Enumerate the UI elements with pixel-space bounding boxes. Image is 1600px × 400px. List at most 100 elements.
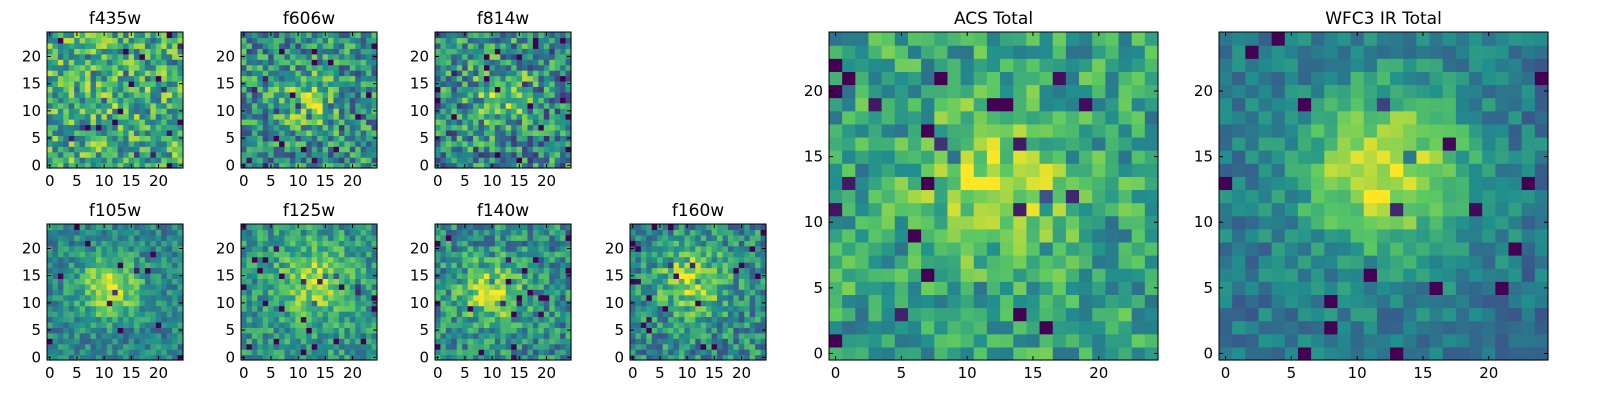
heatmap-cell — [155, 135, 162, 142]
heatmap-cell — [257, 294, 264, 301]
heatmap-cell — [355, 53, 362, 60]
heatmap-cell — [311, 240, 318, 247]
heatmap-cell — [246, 135, 253, 142]
heatmap-cell — [246, 108, 253, 115]
heatmap-cell — [344, 272, 351, 279]
heatmap-cell — [306, 162, 313, 169]
heatmap-cell — [842, 163, 856, 177]
heatmap-cell — [371, 86, 378, 93]
heatmap-cell — [473, 343, 480, 350]
heatmap-cell — [440, 124, 447, 131]
heatmap-cell — [268, 294, 275, 301]
heatmap-cell — [717, 240, 724, 247]
heatmap-cell — [333, 48, 340, 55]
heatmap-cell — [251, 80, 258, 87]
heatmap-cell — [1026, 163, 1041, 177]
heatmap-cell — [635, 354, 642, 361]
heatmap-cell — [328, 245, 335, 252]
heatmap-cell — [251, 37, 258, 44]
heatmap-cell — [907, 189, 922, 204]
heatmap-cell — [257, 48, 264, 55]
heatmap-cell — [646, 245, 653, 252]
heatmap-cell — [262, 321, 269, 328]
heatmap-cell — [106, 343, 113, 350]
heatmap-cell — [543, 135, 550, 142]
heatmap-cell — [646, 311, 653, 318]
heatmap-cell — [177, 124, 184, 131]
heatmap-cell — [338, 278, 345, 285]
heatmap-cell — [483, 256, 490, 263]
heatmap-cell — [522, 80, 529, 87]
heatmap-cell — [494, 332, 501, 339]
heatmap-cell — [85, 53, 92, 60]
heatmap-cell — [128, 321, 135, 328]
heatmap-cell — [289, 135, 296, 142]
heatmap-cell — [295, 234, 302, 241]
heatmap-cell — [262, 124, 269, 131]
heatmap-cell — [257, 86, 264, 93]
x-tick-label: 10 — [678, 364, 697, 382]
heatmap-cell — [456, 272, 463, 279]
heatmap-cell — [68, 229, 75, 236]
heatmap-cell — [451, 272, 458, 279]
heatmap-cell — [74, 37, 81, 44]
heatmap-cell — [440, 300, 447, 307]
heatmap-cell — [494, 86, 501, 93]
heatmap-cell — [117, 86, 124, 93]
heatmap-cell — [651, 251, 658, 258]
heatmap-cell — [651, 229, 658, 236]
heatmap-cell — [284, 140, 291, 147]
heatmap-cell — [246, 332, 253, 339]
heatmap-cell — [95, 294, 102, 301]
heatmap-cell — [483, 229, 490, 236]
heatmap-cell — [462, 97, 469, 104]
heatmap-cell — [532, 157, 539, 164]
heatmap-cell — [483, 245, 490, 252]
heatmap-cell — [166, 289, 173, 296]
heatmap-cell — [554, 305, 561, 312]
heatmap-cell — [295, 151, 302, 158]
heatmap-cell — [101, 294, 108, 301]
heatmap-cell — [921, 307, 935, 322]
heatmap-cell — [317, 108, 324, 115]
heatmap-cell — [733, 349, 740, 356]
heatmap-cell — [522, 349, 529, 356]
heatmap-cell — [355, 75, 362, 82]
heatmap-cell — [662, 354, 669, 361]
heatmap-cell — [673, 294, 680, 301]
heatmap-cell — [489, 294, 496, 301]
heatmap-cell — [1052, 241, 1067, 256]
heatmap-cell — [522, 162, 529, 169]
heatmap-cell — [338, 294, 345, 301]
heatmap-cell — [516, 316, 523, 323]
heatmap-cell — [505, 300, 512, 307]
heatmap-cell — [333, 251, 340, 258]
heatmap-cell — [268, 229, 275, 236]
heatmap-cell — [960, 163, 975, 177]
heatmap-cell — [273, 32, 280, 39]
heatmap-cell — [445, 70, 452, 77]
heatmap-cell — [128, 229, 135, 236]
heatmap-cell — [516, 42, 523, 49]
heatmap-cell — [139, 42, 146, 49]
heatmap-cell — [311, 59, 318, 66]
heatmap-cell — [527, 37, 534, 44]
heatmap-cell — [262, 108, 269, 115]
heatmap-cell — [134, 262, 141, 269]
heatmap-cell — [855, 176, 870, 191]
heatmap-cell — [284, 146, 291, 153]
heatmap-cell — [246, 316, 253, 323]
heatmap-cell — [355, 289, 362, 296]
heatmap-cell — [112, 86, 119, 93]
heatmap-cell — [1000, 241, 1014, 256]
heatmap-cell — [85, 283, 92, 290]
heatmap-cell — [445, 240, 452, 247]
heatmap-cell — [1039, 333, 1054, 348]
heatmap-cell — [262, 245, 269, 252]
heatmap-cell — [635, 256, 642, 263]
heatmap-cell — [527, 75, 534, 82]
heatmap-cell — [295, 289, 302, 296]
heatmap-cell — [317, 37, 324, 44]
heatmap-cell — [744, 305, 751, 312]
heatmap-cell — [117, 162, 124, 169]
